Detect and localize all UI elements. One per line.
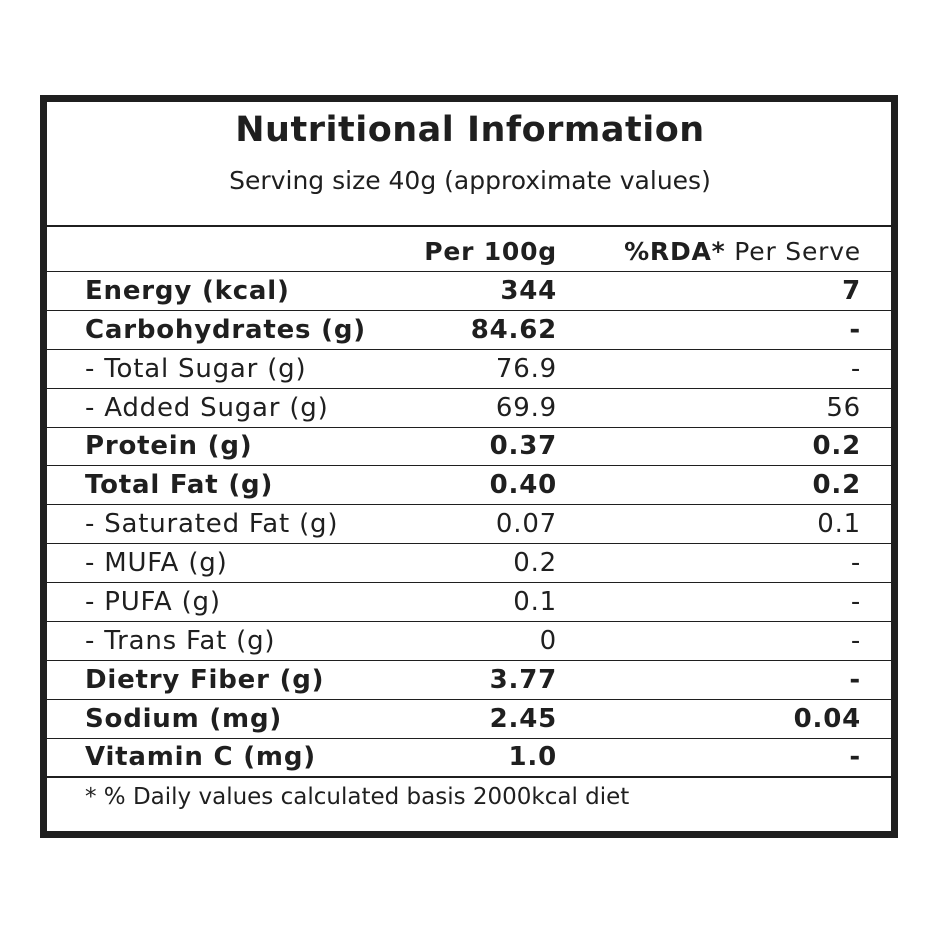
table-row: Sodium (mg) 2.45 0.04 bbox=[47, 700, 891, 739]
table-row: Total Fat (g) 0.40 0.2 bbox=[47, 466, 891, 506]
nutrient-name: - PUFA (g) bbox=[85, 587, 221, 618]
rda-header-bold: %RDA* bbox=[624, 237, 726, 266]
header-divider bbox=[47, 225, 891, 227]
table-row: - Added Sugar (g) 69.9 56 bbox=[47, 389, 891, 428]
nutrient-name: - Saturated Fat (g) bbox=[85, 509, 339, 540]
rda-value: - bbox=[850, 625, 861, 656]
rda-value: 0.1 bbox=[817, 509, 861, 540]
rda-value: 56 bbox=[826, 392, 861, 423]
table-row: Protein (g) 0.37 0.2 bbox=[47, 428, 891, 467]
per-100g-value: 2.45 bbox=[489, 703, 557, 734]
table-row: - Trans Fat (g) 0 - bbox=[47, 622, 891, 661]
rda-header-rest: Per Serve bbox=[725, 237, 861, 266]
nutrient-name: - Trans Fat (g) bbox=[85, 625, 276, 656]
nutrition-label-frame bbox=[40, 95, 898, 838]
nutrient-name: - MUFA (g) bbox=[85, 548, 228, 579]
per-100g-value: 69.9 bbox=[495, 392, 557, 423]
per-100g-value: 0.2 bbox=[513, 548, 557, 579]
table-row: Carbohydrates (g) 84.62 - bbox=[47, 311, 891, 350]
per-100g-value: 1.0 bbox=[508, 741, 557, 772]
nutrition-table: Per 100g %RDA* Per Serve Energy (kcal) 34… bbox=[47, 228, 891, 778]
per-100g-value: 3.77 bbox=[489, 664, 557, 695]
nutrient-name: Vitamin C (mg) bbox=[85, 741, 316, 772]
rda-value: - bbox=[849, 314, 861, 345]
table-row: - Saturated Fat (g) 0.07 0.1 bbox=[47, 505, 891, 545]
table-row: - MUFA (g) 0.2 - bbox=[47, 544, 891, 584]
table-row: Dietry Fiber (g) 3.77 - bbox=[47, 661, 891, 700]
per-100g-value: 76.9 bbox=[495, 353, 557, 384]
nutrient-name: Energy (kcal) bbox=[85, 275, 290, 306]
rda-value: 7 bbox=[842, 275, 861, 306]
per-100g-value: 0.1 bbox=[513, 587, 557, 618]
rda-value: - bbox=[850, 587, 861, 618]
rda-value: 0.2 bbox=[812, 470, 861, 501]
nutrient-name: - Total Sugar (g) bbox=[85, 353, 307, 384]
table-row: Vitamin C (mg) 1.0 - bbox=[47, 739, 891, 778]
nutrient-name: Protein (g) bbox=[85, 431, 253, 462]
per-100g-value: 0 bbox=[539, 625, 557, 656]
serving-size-text: Serving size 40g (approximate values) bbox=[229, 166, 711, 195]
per-100g-value: 0.37 bbox=[489, 431, 557, 462]
per-100g-value: 84.62 bbox=[470, 314, 557, 345]
per-100g-value: 344 bbox=[500, 275, 557, 306]
rda-value: 0.04 bbox=[793, 703, 861, 734]
rda-value: - bbox=[850, 353, 861, 384]
nutrient-name: - Added Sugar (g) bbox=[85, 392, 329, 423]
rda-value: 0.2 bbox=[812, 431, 861, 462]
label-title: Nutritional Information bbox=[235, 110, 705, 150]
rda-value: - bbox=[849, 664, 861, 695]
table-row: - PUFA (g) 0.1 - bbox=[47, 583, 891, 623]
nutrient-name: Total Fat (g) bbox=[85, 470, 274, 501]
nutrient-rows: Energy (kcal) 344 7 Carbohydrates (g) 84.62 -… bbox=[47, 272, 891, 778]
nutrient-name: Carbohydrates (g) bbox=[85, 314, 366, 345]
rda-value: - bbox=[849, 741, 861, 772]
table-row: Energy (kcal) 344 7 bbox=[47, 272, 891, 311]
nutrient-name: Sodium (mg) bbox=[85, 703, 283, 734]
rda-header: %RDA* Per Serve bbox=[624, 237, 861, 267]
table-header-row: Per 100g %RDA* Per Serve bbox=[47, 228, 891, 272]
footnote: * % Daily values calculated basis 2000kc… bbox=[85, 784, 630, 810]
rda-value: - bbox=[850, 548, 861, 579]
per-100g-header: Per 100g bbox=[424, 237, 557, 266]
table-row: - Total Sugar (g) 76.9 - bbox=[47, 350, 891, 389]
per-100g-value: 0.40 bbox=[489, 470, 557, 501]
per-100g-value: 0.07 bbox=[495, 509, 557, 540]
nutrient-name: Dietry Fiber (g) bbox=[85, 664, 325, 695]
